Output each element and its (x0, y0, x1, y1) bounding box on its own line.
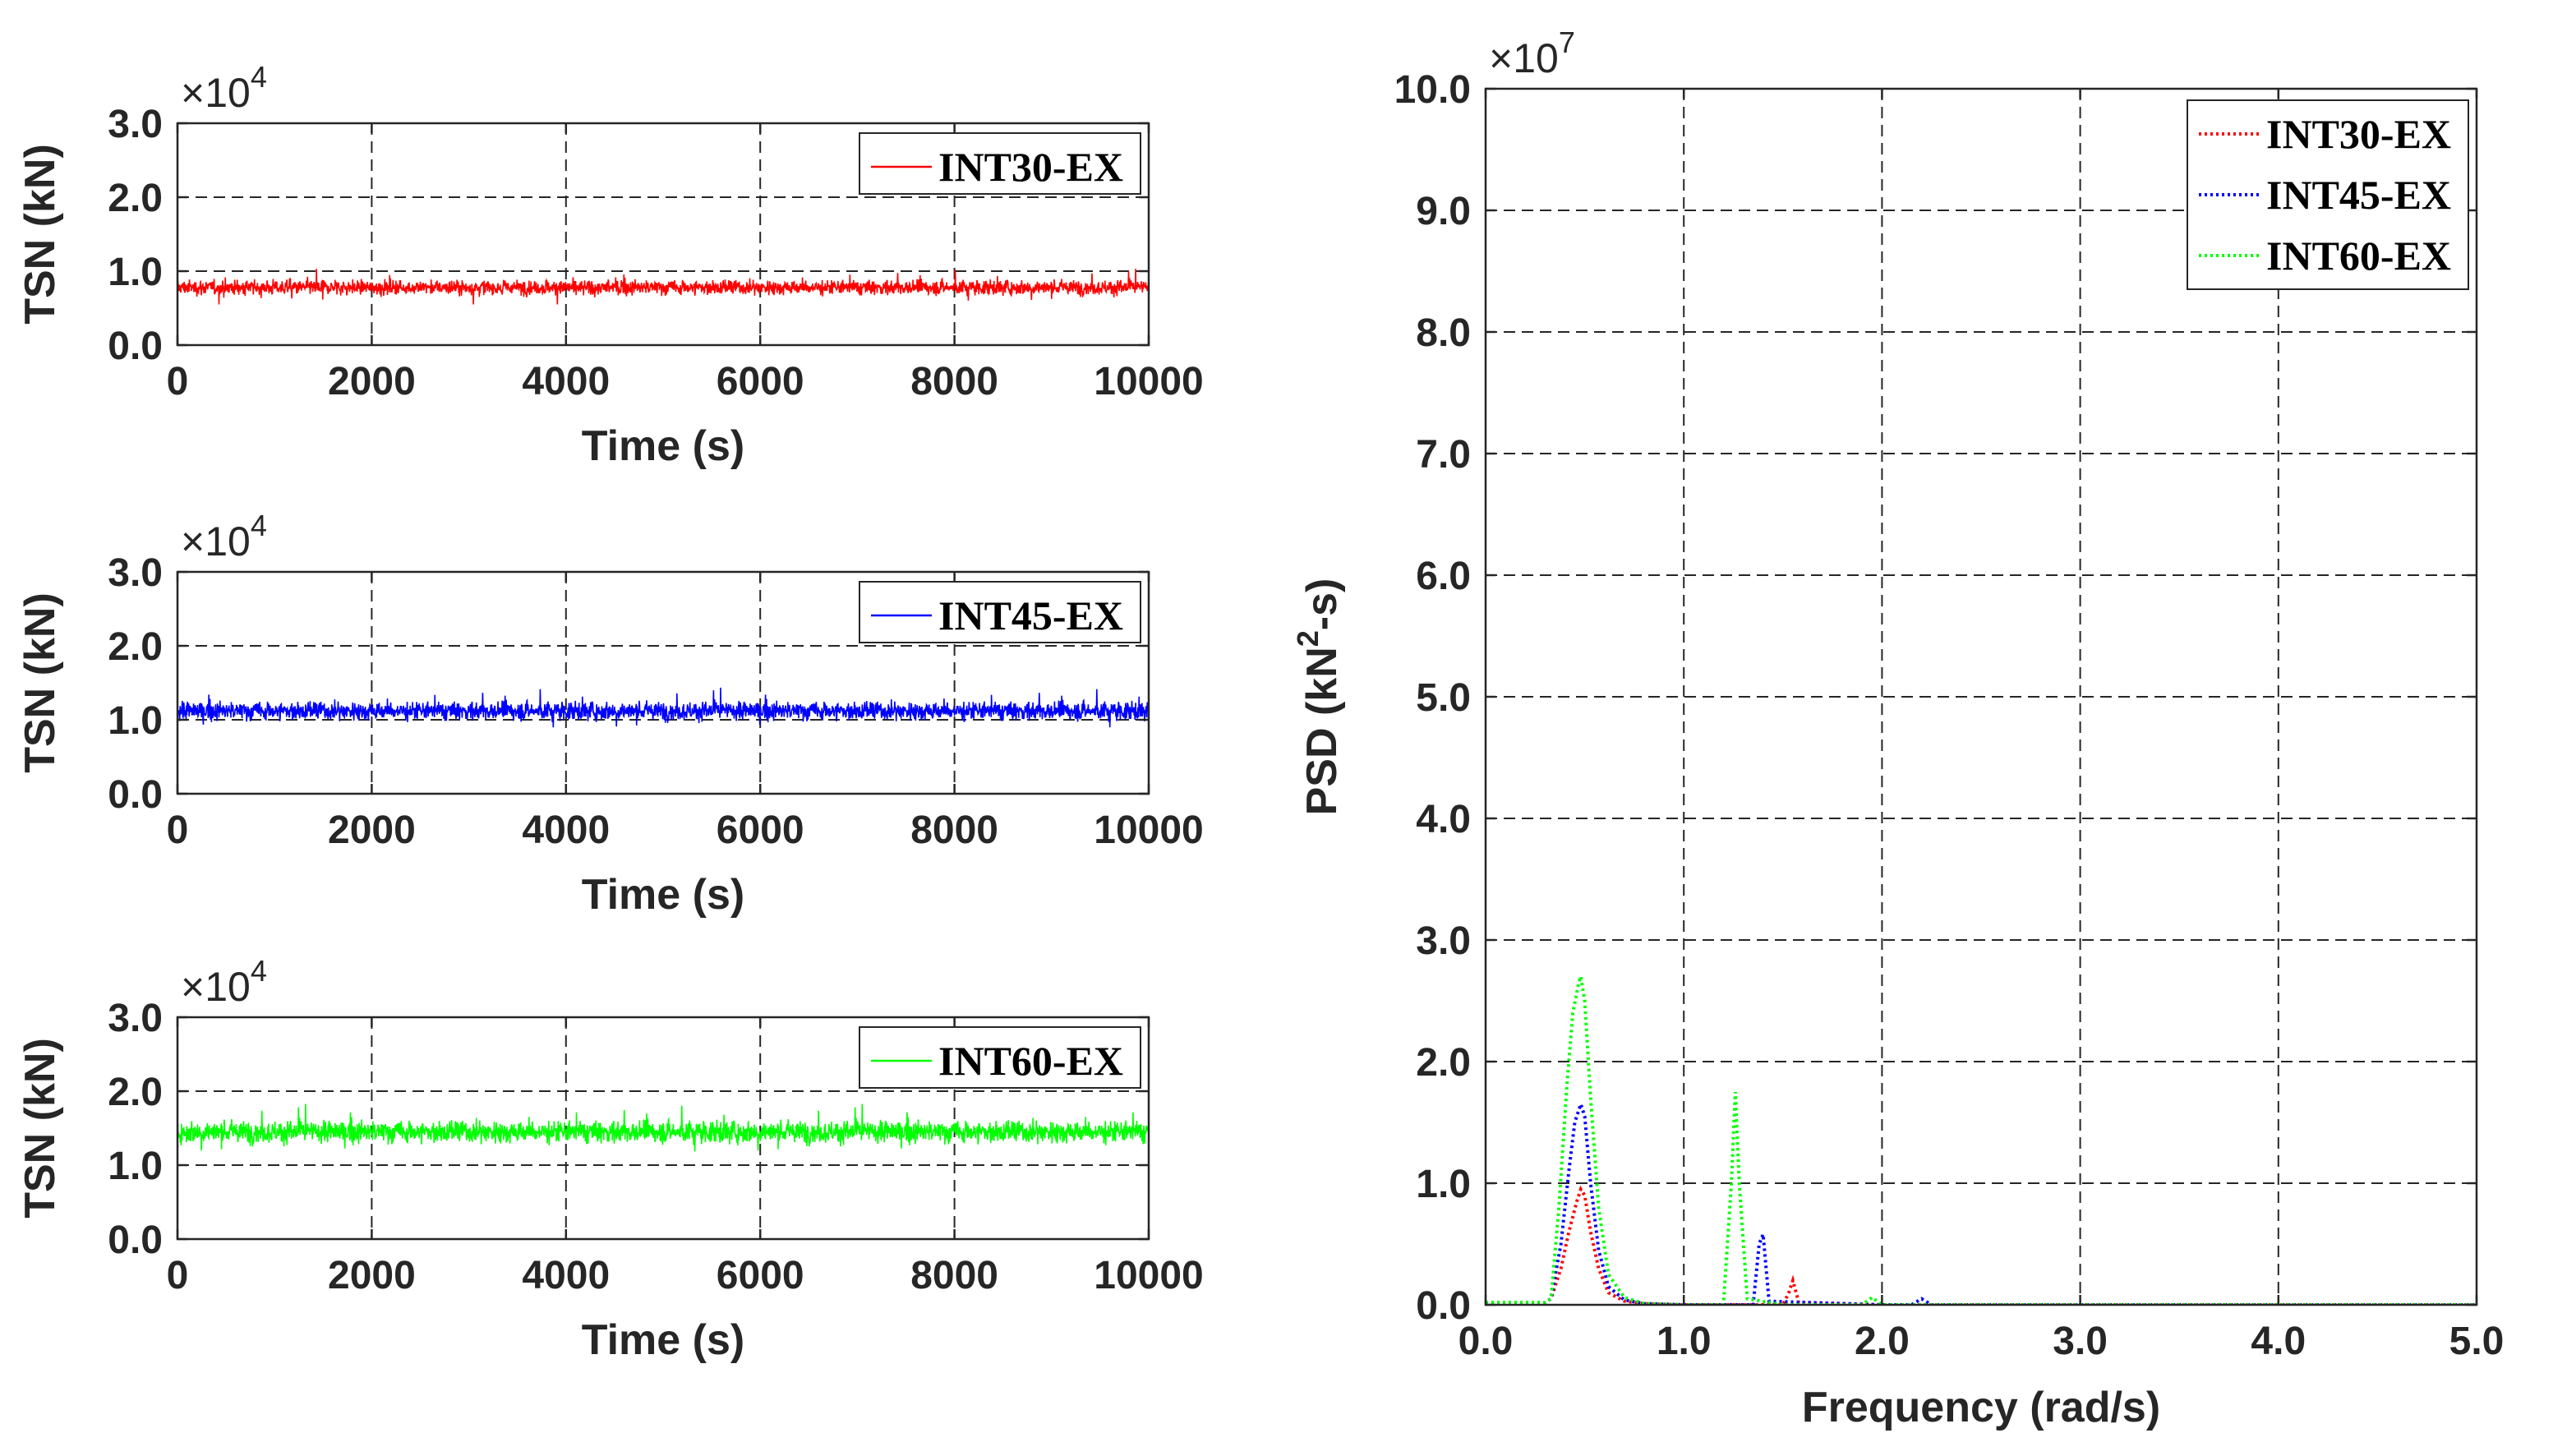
x-tick-label: 0 (167, 809, 189, 852)
x-tick-label: 10000 (1094, 360, 1203, 403)
y-tick-label: 0.0 (108, 773, 163, 817)
y-tick-label: 2.0 (108, 1071, 163, 1114)
y-tick-label: 1.0 (108, 251, 163, 294)
y-tick-label: 0.0 (108, 325, 163, 368)
x-tick-label: 4000 (522, 360, 610, 403)
y-tick-label: 3.0 (108, 551, 163, 595)
series-group (177, 1104, 1149, 1152)
y-multiplier: ×104 (181, 60, 267, 116)
y-multiplier: ×104 (181, 509, 267, 564)
series-line-int30-ex (1486, 1185, 2477, 1305)
series-group (177, 269, 1149, 305)
series-line-int45-ex (177, 687, 1149, 728)
axes-box (176, 570, 1150, 795)
legend: INT45-EX (859, 581, 1141, 643)
y-multiplier: ×104 (181, 954, 267, 1010)
x-tick-label: 0.0 (1459, 1320, 1514, 1363)
legend-label: INT45-EX (2266, 172, 2451, 218)
axes-box (176, 1016, 1150, 1241)
x-tick-label: 2000 (328, 360, 416, 403)
x-axis-label: Time (s) (582, 1316, 744, 1364)
y-tick-label: 0.0 (108, 1219, 163, 1262)
series-group (177, 687, 1149, 728)
y-tick-label: 5.0 (1416, 676, 1471, 720)
x-tick-label: 4000 (522, 809, 610, 852)
legend-box (859, 581, 1141, 643)
x-tick-label: 8000 (910, 1254, 998, 1297)
grid (177, 572, 1149, 794)
x-tick-label: 8000 (910, 809, 998, 852)
legend-label: INT60-EX (938, 1038, 1123, 1084)
y-tick-label: 3.0 (1416, 919, 1471, 963)
y-multiplier: ×107 (1489, 25, 1575, 81)
y-tick-label: 2.0 (108, 177, 163, 220)
y-tick-label: 2.0 (108, 625, 163, 669)
legend: INT30-EX (859, 132, 1141, 195)
y-axis-label: TSN (kN) (16, 592, 64, 773)
x-tick-label: 8000 (910, 360, 998, 403)
y-axis-label: TSN (kN) (16, 1038, 64, 1219)
legend-box (859, 1026, 1141, 1089)
legend-box (859, 132, 1141, 195)
x-tick-label: 4.0 (2251, 1320, 2306, 1363)
grid (1486, 89, 2477, 1305)
y-axis-label: TSN (kN) (16, 144, 64, 325)
x-axis-label: Time (s) (582, 871, 744, 919)
legend-label: INT45-EX (938, 592, 1123, 638)
subplot-2: 0 2000 4000 6000 8000 10000 0.0 1.0 2.0 3.0 ×104 Ti… (16, 509, 1204, 919)
y-tick-label: 10.0 (1394, 68, 1471, 112)
axes-box (176, 122, 1150, 347)
x-tick-label: 1.0 (1657, 1320, 1712, 1363)
x-axis-label: Time (s) (582, 422, 744, 470)
x-tick-label: 10000 (1094, 809, 1203, 852)
x-axis-label: Frequency (rad/s) (1802, 1384, 2160, 1431)
series-line-int30-ex (177, 269, 1149, 305)
series-group (1486, 975, 2477, 1305)
x-tick-label: 5.0 (2449, 1320, 2505, 1363)
y-tick-label: 1.0 (1416, 1163, 1471, 1206)
legend-label: INT30-EX (938, 144, 1123, 190)
legend: INT60-EX (859, 1026, 1141, 1089)
x-tick-label: 3.0 (2053, 1320, 2108, 1363)
y-tick-label: 7.0 (1416, 433, 1471, 477)
legend-label: INT60-EX (2266, 233, 2451, 279)
x-tick-label: 0 (167, 1254, 189, 1297)
legend-label: INT30-EX (2266, 111, 2451, 157)
y-tick-label: 8.0 (1416, 311, 1471, 355)
series-line-int45-ex (1486, 1099, 2477, 1305)
y-tick-label: 1.0 (108, 1145, 163, 1188)
x-tick-label: 2000 (328, 809, 416, 852)
x-tick-label: 2000 (328, 1254, 416, 1297)
series-line-int60-ex (1486, 975, 2477, 1305)
x-tick-label: 6000 (717, 1254, 804, 1297)
x-tick-label: 6000 (717, 809, 804, 852)
y-tick-label: 6.0 (1416, 555, 1471, 598)
y-tick-label: 4.0 (1416, 798, 1471, 841)
y-tick-label: 0.0 (1416, 1284, 1471, 1328)
legend: INT30-EX INT45-EX INT60-EX (2187, 99, 2469, 290)
y-tick-label: 3.0 (108, 103, 163, 146)
series-line-int60-ex (177, 1104, 1149, 1152)
x-tick-label: 0 (167, 360, 189, 403)
subplot-1: 0 2000 4000 6000 8000 10000 0.0 1.0 2.0 3.0 ×104 Ti… (16, 60, 1204, 470)
x-tick-label: 6000 (717, 360, 804, 403)
y-tick-label: 9.0 (1416, 190, 1471, 233)
y-tick-label: 2.0 (1416, 1041, 1471, 1085)
x-tick-label: 4000 (522, 1254, 610, 1297)
x-tick-label: 2.0 (1855, 1320, 1910, 1363)
subplot-4: 0.0 1.0 2.0 3.0 4.0 5.0 0.0 1.0 2.0 3.0 4.0 5.0 6.0 7… (1291, 25, 2504, 1431)
y-tick-label: 1.0 (108, 699, 163, 743)
x-tick-label: 10000 (1094, 1254, 1203, 1297)
subplot-3: 0 2000 4000 6000 8000 10000 0.0 1.0 2.0 3.0 ×104 Ti… (16, 954, 1204, 1364)
y-axis-label: PSD (kN2-s) (1291, 578, 1346, 816)
y-tick-label: 3.0 (108, 997, 163, 1040)
